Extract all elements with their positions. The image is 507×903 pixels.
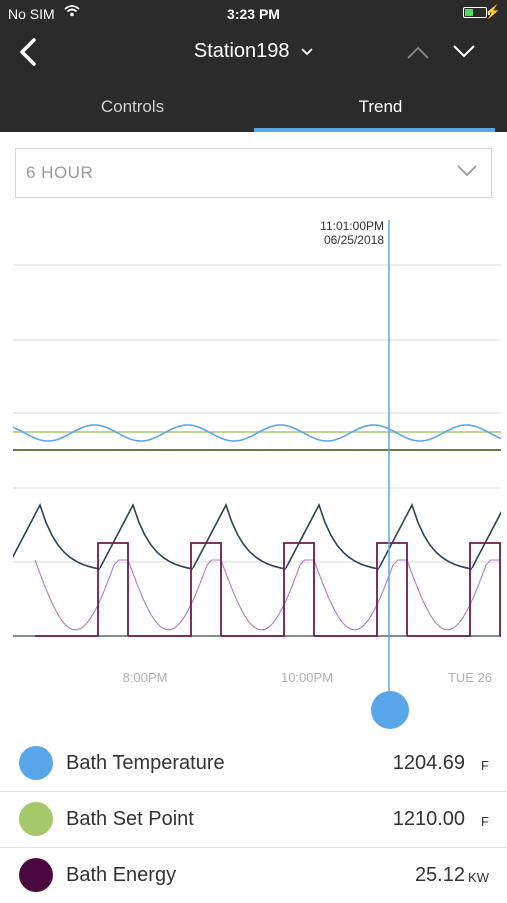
- tab-trend-label: Trend: [358, 97, 403, 116]
- top-bar: No SIM 3:23 PM ⚡ Station198 Controls: [0, 0, 507, 132]
- legend: Bath Temperature 1204.69 F Bath Set Poin…: [0, 736, 507, 903]
- cursor-date: 06/25/2018: [323, 233, 384, 247]
- station-selector[interactable]: Station198: [0, 40, 507, 63]
- previous-station-button[interactable]: [400, 36, 436, 68]
- back-icon[interactable]: [12, 34, 48, 70]
- tab-bar: Controls Trend: [0, 86, 507, 132]
- wifi-icon: [64, 5, 80, 17]
- series-name: Bath Temperature: [66, 752, 225, 774]
- series-value: 1210.00: [392, 808, 465, 830]
- x-tick-label: TUE 26: [448, 670, 492, 685]
- series-value: 1204.69: [392, 752, 465, 774]
- nav-bar: Station198: [0, 28, 507, 76]
- series-unit: KW: [468, 870, 489, 885]
- carrier-label: No SIM: [8, 6, 55, 22]
- status-bar: No SIM 3:23 PM ⚡: [0, 0, 507, 28]
- series-color-dot: [19, 802, 53, 836]
- x-tick-label: 8:00PM: [123, 670, 168, 685]
- charging-icon: ⚡: [484, 4, 501, 19]
- series-unit: F: [481, 758, 489, 773]
- cursor-timestamp: 11:01:00PM 06/25/2018: [300, 219, 384, 247]
- time-range-value: 6 HOUR: [26, 163, 94, 182]
- series-color-dot: [19, 858, 53, 892]
- clock: 3:23 PM: [227, 6, 280, 22]
- bath-energy-line: [35, 542, 501, 637]
- legend-item[interactable]: Bath Set Point 1210.00 F: [0, 792, 507, 848]
- x-axis-labels: 8:00PM 10:00PM TUE 26: [123, 670, 492, 685]
- battery-icon: [463, 7, 490, 18]
- tab-trend[interactable]: Trend: [254, 86, 507, 132]
- chevron-down-icon: [457, 165, 477, 177]
- series-value: 25.12: [414, 864, 465, 886]
- series-name: Bath Energy: [66, 864, 177, 886]
- temperature-response-line: [13, 502, 501, 570]
- next-station-button[interactable]: [446, 36, 482, 68]
- time-range-dropdown[interactable]: 6 HOUR: [15, 148, 492, 198]
- page-title: Station198: [193, 40, 290, 62]
- energy-output-line: [34, 559, 501, 631]
- cursor-handle[interactable]: [371, 691, 409, 729]
- active-tab-indicator: [254, 128, 495, 132]
- series-name: Bath Set Point: [66, 808, 194, 830]
- tab-controls[interactable]: Controls: [6, 86, 259, 132]
- bath-temperature-line: [13, 424, 501, 442]
- legend-item[interactable]: Bath Energy 25.12 KW: [0, 848, 507, 903]
- chevron-down-icon: [301, 48, 313, 55]
- series-color-dot: [19, 746, 53, 780]
- tab-controls-label: Controls: [100, 97, 165, 116]
- trend-chart[interactable]: 8:00PM 10:00PM TUE 26: [0, 210, 507, 740]
- legend-item[interactable]: Bath Temperature 1204.69 F: [0, 736, 507, 792]
- x-tick-label: 10:00PM: [281, 670, 333, 685]
- cursor-time: 11:01:00PM: [320, 219, 384, 233]
- series-unit: F: [481, 814, 489, 829]
